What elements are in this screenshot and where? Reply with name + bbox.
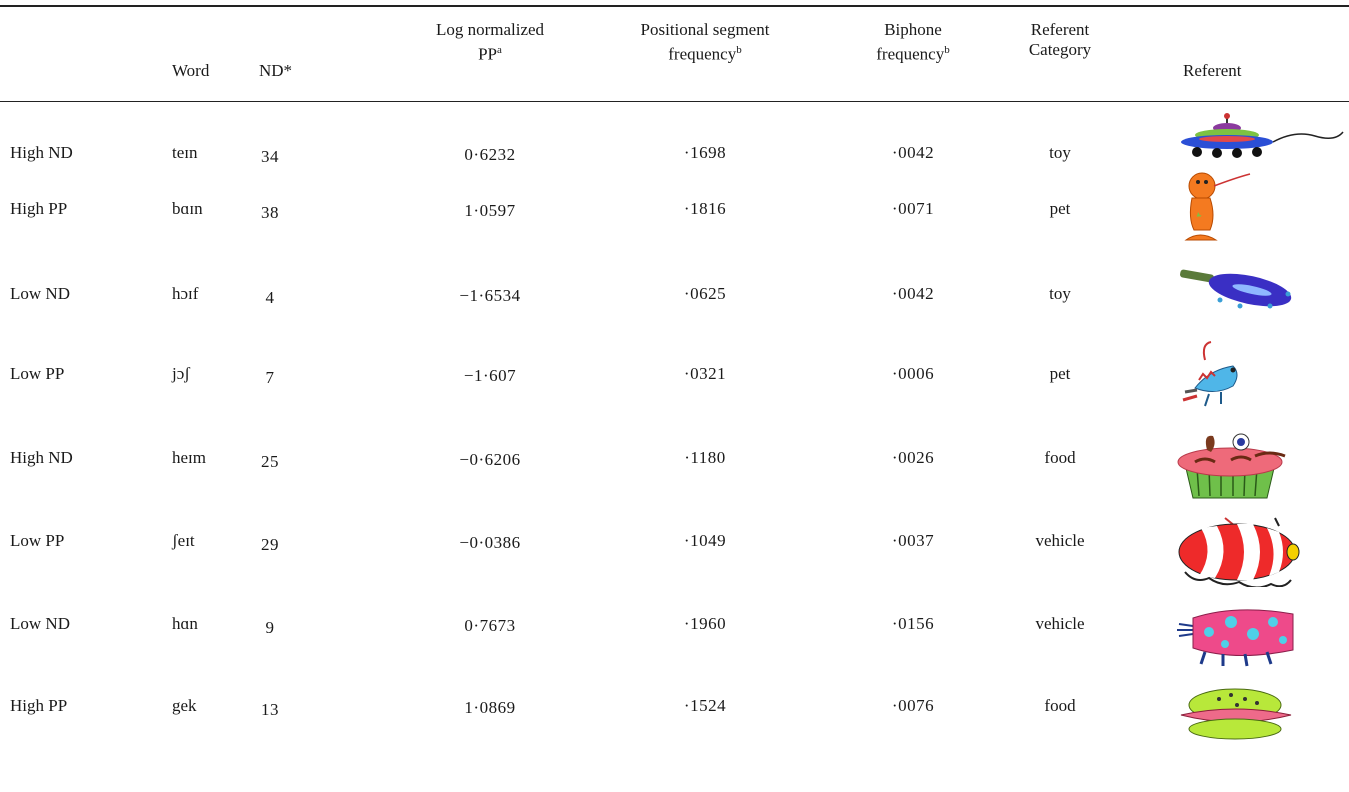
pet-orange-creature-icon [1184,172,1251,241]
toy-saucer-icon [1181,113,1344,158]
positional-segment-cell: ·1698 [683,143,727,162]
biphone-cell: ·0071 [891,199,935,218]
word-cell: ʃeɪt [172,531,195,550]
header-rc-line2: Category [1028,40,1092,59]
category-cell: pet [1049,199,1071,218]
biphone-cell: ·0042 [891,284,935,303]
nd-cell: 7 [265,368,275,387]
condition-cell: Low PP [10,364,65,383]
log-pp-cell: 0·7673 [464,616,516,635]
positional-segment-cell: ·1816 [683,199,727,218]
header-word: Word [172,61,210,80]
biphone-cell: ·0006 [891,364,935,383]
condition-cell: High PP [10,199,68,218]
log-pp-cell: −0·0386 [459,533,521,552]
category-cell: pet [1049,364,1071,383]
nd-cell: 29 [261,535,279,554]
header-log-pp-line1: Log normalized [435,20,545,39]
log-pp-cell: −0·6206 [459,450,521,469]
category-cell: vehicle [1035,614,1085,633]
nd-cell: 34 [261,147,279,166]
word-cell: teɪn [172,143,198,162]
nd-cell: 38 [261,203,279,222]
vehicle-striped-icon [1178,517,1300,587]
header-rc-line1: Referent [1030,20,1090,39]
category-cell: toy [1049,284,1071,303]
log-pp-cell: 0·6232 [464,145,516,164]
word-cell: hɑn [172,614,198,633]
header-log-pp: Log normalized PPa [390,20,590,65]
header-bf-line1: Biphone [884,20,942,39]
category-cell: food [1044,448,1076,467]
category-cell: vehicle [1035,531,1085,550]
biphone-cell: ·0076 [891,696,935,715]
nd-cell: 9 [265,618,275,637]
positional-segment-cell: ·1960 [683,614,727,633]
header-psf-line2: frequencyb [610,40,800,65]
log-pp-cell: −1·607 [463,366,517,385]
nd-cell: 25 [261,452,279,471]
condition-cell: Low ND [10,614,70,633]
biphone-cell: ·0037 [891,531,935,550]
condition-cell: High ND [10,448,73,467]
header-referent: Referent [1183,61,1242,80]
nd-cell: 4 [265,288,275,307]
header-bf-footnote: b [944,44,950,56]
food-burger-icon [1180,688,1292,740]
positional-segment-cell: ·1049 [683,531,727,550]
header-bf-line2: frequencyb [858,40,968,65]
header-bf-text: frequency [876,44,945,64]
header-referent-category: Referent Category [1010,20,1110,60]
category-cell: food [1044,696,1076,715]
log-pp-cell: 1·0869 [464,698,516,717]
log-pp-cell: −1·6534 [459,286,521,305]
condition-cell: High PP [10,696,68,715]
positional-segment-cell: ·1180 [684,448,726,467]
condition-cell: High ND [10,143,73,162]
word-cell: heɪm [172,448,206,467]
header-nd: ND* [259,61,293,80]
biphone-cell: ·0042 [891,143,935,162]
header-positional-segment: Positional segment frequencyb [610,20,800,65]
word-cell: jɔʃ [172,364,190,383]
header-psf-line1: Positional segment [640,20,770,39]
condition-cell: Low PP [10,531,65,550]
word-cell: gek [172,696,197,715]
header-psf-footnote: b [736,44,742,56]
category-cell: toy [1049,143,1071,162]
word-cell: hɔɪf [172,284,199,303]
condition-cell: Low ND [10,284,70,303]
header-log-pp-line2: PPa [390,40,590,65]
vehicle-spotted-icon [1177,609,1294,667]
log-pp-cell: 1·0597 [464,201,516,220]
nd-cell: 13 [261,700,279,719]
food-cupcake-icon [1177,433,1286,499]
biphone-cell: ·0156 [891,614,935,633]
toy-blue-ring-icon [1180,269,1292,309]
header-log-pp-abbr: PP [478,44,498,64]
table-header-rule [0,101,1349,102]
header-log-pp-footnote: a [497,44,502,56]
positional-segment-cell: ·0321 [683,364,727,383]
positional-segment-cell: ·1524 [683,696,727,715]
word-cell: bɑɪn [172,199,203,218]
header-psf-text: frequency [668,44,737,64]
positional-segment-cell: ·0625 [683,284,727,303]
biphone-cell: ·0026 [891,448,935,467]
header-biphone: Biphone frequencyb [858,20,968,65]
table-top-rule [0,5,1349,7]
pet-blue-creature-icon [1182,341,1238,407]
